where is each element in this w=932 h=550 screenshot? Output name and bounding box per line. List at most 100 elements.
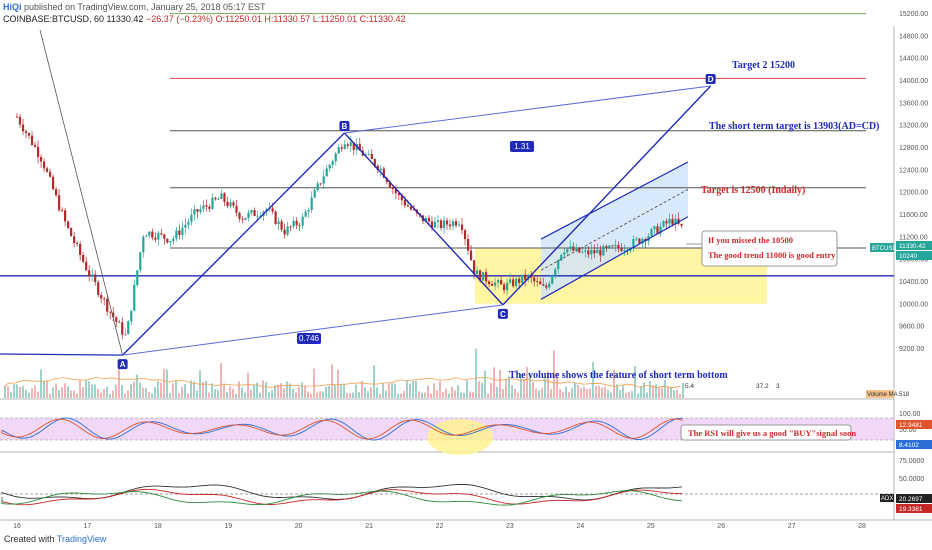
volume-bar xyxy=(391,382,393,398)
volume-bar xyxy=(532,381,534,398)
volume-bar xyxy=(634,366,636,398)
pattern-point-d[interactable]: D xyxy=(705,73,716,84)
volume-bar xyxy=(235,393,237,398)
candle-body xyxy=(382,168,385,178)
volume-bar xyxy=(523,378,525,398)
pattern-ratio-line-bd[interactable] xyxy=(344,85,711,134)
volume-bar xyxy=(502,389,504,398)
pattern-point-c[interactable]: C xyxy=(497,308,508,319)
candle-body xyxy=(64,210,67,222)
volume-bar xyxy=(223,383,225,398)
candle-body xyxy=(433,221,437,228)
candle-body xyxy=(253,210,256,216)
price-change: −26.37 (−0.23%) xyxy=(145,14,213,24)
volume-bar xyxy=(247,372,249,398)
volume-bar xyxy=(217,390,219,398)
volume-bar xyxy=(559,388,561,398)
ratio-label[interactable]: 0.746 xyxy=(297,333,321,344)
volume-bar xyxy=(28,392,30,398)
rsi-badge xyxy=(896,420,932,429)
volume-bar xyxy=(19,386,21,398)
volume-bar xyxy=(601,387,603,398)
volume-bar xyxy=(193,381,195,398)
volume-bar xyxy=(316,392,318,398)
pattern-leg-bc[interactable] xyxy=(343,132,504,306)
candle-body xyxy=(160,233,163,235)
candle-body xyxy=(223,193,226,202)
candle-body xyxy=(331,161,334,165)
volume-bar xyxy=(637,393,639,398)
time-axis[interactable]: 16 17 18 19 20 21 22 23 24 25 26 27 28 xyxy=(13,523,866,530)
candle-body xyxy=(575,247,578,251)
price-tick-label: 12000.00 xyxy=(899,190,928,197)
candle-body xyxy=(169,241,172,243)
candle-body xyxy=(91,274,94,276)
rsi-callout-box[interactable] xyxy=(680,424,852,441)
author-name[interactable]: HiQi xyxy=(3,2,22,12)
volume-bar xyxy=(259,392,261,398)
volume-bar xyxy=(370,387,372,398)
volume-bar xyxy=(508,376,510,398)
volume-bar xyxy=(358,392,360,398)
volume-bar xyxy=(472,391,474,398)
channel-lower-line[interactable] xyxy=(540,216,689,300)
volume-bar xyxy=(622,385,624,398)
candle-body xyxy=(181,227,184,235)
candle-body xyxy=(76,243,79,244)
volume-bar xyxy=(295,392,297,398)
candle-body xyxy=(193,209,196,215)
volume-bar xyxy=(241,387,243,398)
channel-mid-line[interactable] xyxy=(540,189,689,271)
candle-body xyxy=(560,254,563,261)
candle-body xyxy=(478,270,482,281)
pattern-ratio-line-ac[interactable] xyxy=(122,304,503,356)
candle-body xyxy=(475,270,479,275)
candle-body xyxy=(400,194,403,201)
pattern-point-a[interactable]: A xyxy=(117,359,128,370)
candle-body xyxy=(460,224,464,231)
price-axis[interactable]: 9200.00 9600.00 10000.00 10400.00 10800.00 11… xyxy=(899,0,928,353)
volume-bar xyxy=(145,388,147,398)
pattern-point-b[interactable]: B xyxy=(339,121,350,132)
candle-body xyxy=(115,317,118,322)
candle-body xyxy=(596,249,599,254)
candle-body xyxy=(406,205,410,207)
adx-badge-text: 20.2697 xyxy=(899,496,923,503)
price-tick-label: 11600.00 xyxy=(899,212,928,219)
volume-bar xyxy=(424,392,426,398)
channel-upper-line[interactable] xyxy=(540,161,689,240)
volume-bar xyxy=(505,379,507,398)
volume-bar xyxy=(172,383,174,398)
volume-bar xyxy=(466,380,468,398)
candle-body xyxy=(286,226,289,235)
candle-body xyxy=(530,274,533,278)
tradingview-logo-text[interactable]: TradingView xyxy=(56,534,107,544)
volume-bar xyxy=(334,384,336,398)
rsi-tick-label: 100.00 xyxy=(899,411,921,418)
pattern-leg-ab[interactable] xyxy=(122,132,345,356)
candle-body xyxy=(602,246,605,256)
pre-pattern-line[interactable] xyxy=(0,353,123,356)
volume-bar xyxy=(154,387,156,398)
volume-bar xyxy=(667,386,669,398)
volume-bar xyxy=(205,380,207,398)
candle-body xyxy=(427,218,431,222)
ratio-label[interactable]: 1.31 xyxy=(510,141,534,152)
candle-body xyxy=(665,221,668,224)
volume-bar xyxy=(73,390,75,398)
volume-bar xyxy=(31,388,33,398)
pattern-leg-cd[interactable] xyxy=(502,85,712,306)
volume-bar xyxy=(187,393,189,398)
rsi-badge-text: 8.4102 xyxy=(899,442,919,449)
downtrend-line[interactable] xyxy=(39,29,124,356)
volume-bar xyxy=(58,389,60,398)
price-tick-label: 9600.00 xyxy=(899,324,924,331)
candle-body xyxy=(442,220,446,228)
rsi-badge-text: 12.9481 xyxy=(899,422,923,429)
candle-body xyxy=(106,298,109,312)
volume-bar xyxy=(85,380,87,398)
price-tick-label: 13200.00 xyxy=(899,123,928,130)
volume-bar xyxy=(331,364,333,398)
callout-box-entry[interactable] xyxy=(701,230,838,267)
